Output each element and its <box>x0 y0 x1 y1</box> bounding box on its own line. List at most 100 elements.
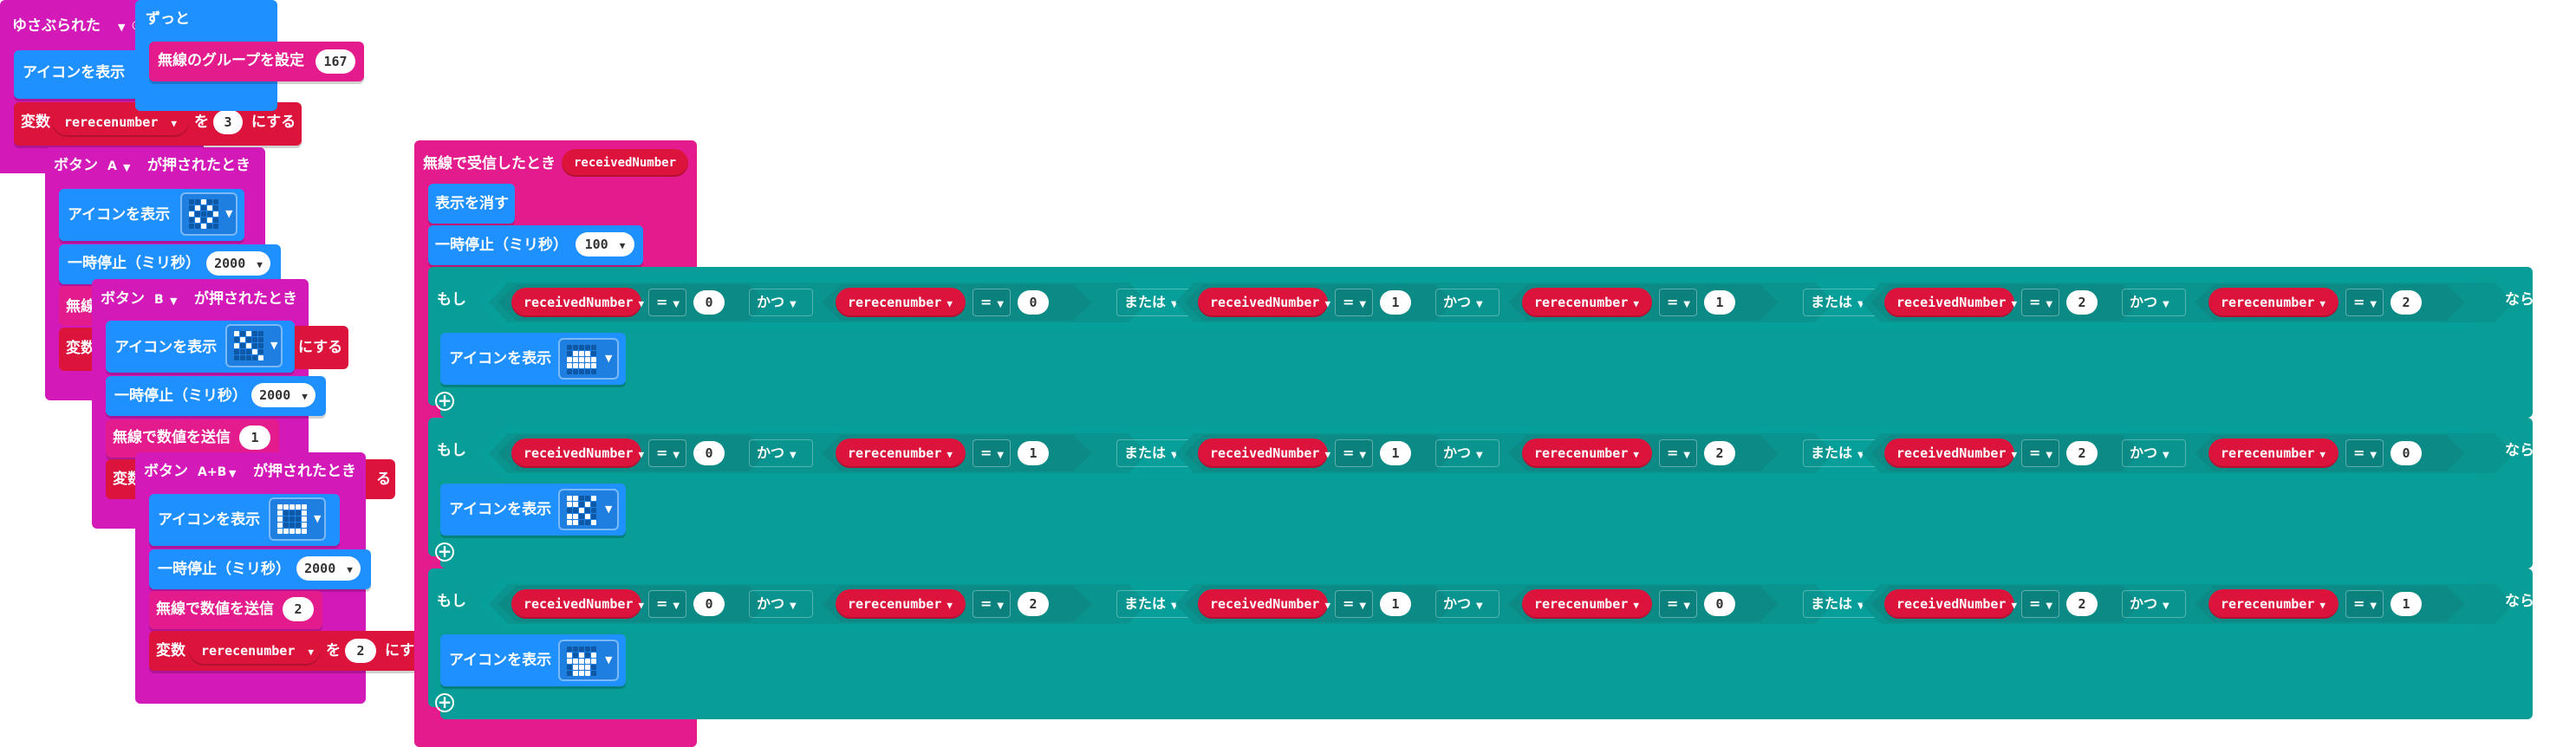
pause-input[interactable]: 2000 ▼ <box>296 556 361 581</box>
and-operator-dropdown[interactable]: かつ ▼ <box>749 590 813 618</box>
radio-group-input[interactable]: 167 <box>315 49 355 74</box>
rock-icon[interactable]: ▼ <box>558 338 619 380</box>
rerecenumber-variable[interactable]: rerecenumber ▼ <box>1522 288 1652 317</box>
and-operator-dropdown[interactable]: かつ ▼ <box>749 439 813 467</box>
number-input[interactable]: 0 <box>693 441 725 465</box>
received-number-variable[interactable]: receivedNumber ▼ <box>1884 288 2017 317</box>
operator-dropdown[interactable]: = ▼ <box>2021 289 2059 316</box>
value-input[interactable]: 2 <box>345 639 376 663</box>
operator-dropdown[interactable]: = ▼ <box>973 439 1011 467</box>
chevron-down-icon[interactable]: ▼ <box>118 22 126 33</box>
number-input[interactable]: 2 <box>2066 441 2098 465</box>
operator-dropdown[interactable]: = ▼ <box>2021 590 2059 618</box>
operator-dropdown[interactable]: = ▼ <box>1335 439 1373 467</box>
number-input[interactable]: 1 <box>1704 290 1735 315</box>
received-number-variable[interactable]: receivedNumber ▼ <box>511 589 644 619</box>
chevron-down-icon[interactable]: ▼ <box>123 162 131 173</box>
and-operator-dropdown[interactable]: かつ ▼ <box>1435 590 1499 618</box>
number-input[interactable]: 1 <box>2391 592 2422 616</box>
number-input[interactable]: 0 <box>693 592 725 616</box>
show-icon-label: アイコンを表示 <box>23 64 126 81</box>
and-operator-dropdown[interactable]: かつ ▼ <box>749 289 813 316</box>
button-b-selector[interactable]: B <box>154 293 164 307</box>
clear-screen-block[interactable] <box>428 184 515 224</box>
operator-dropdown[interactable]: = ▼ <box>1659 590 1697 618</box>
pause-input[interactable]: 2000 ▼ <box>206 251 270 276</box>
received-number-variable[interactable]: receivedNumber ▼ <box>1198 288 1330 317</box>
number-input[interactable]: 2 <box>2391 290 2422 315</box>
number-input[interactable]: 0 <box>1018 290 1049 315</box>
operator-dropdown[interactable]: = ▼ <box>1335 289 1373 316</box>
number-input[interactable]: 2 <box>2066 592 2098 616</box>
button-ab-selector[interactable]: A+B <box>198 465 227 479</box>
chevron-down-icon[interactable]: ▼ <box>229 468 237 479</box>
variable-dropdown[interactable]: rerecenumber ▼ <box>52 107 189 137</box>
rerecenumber-variable[interactable]: rerecenumber ▼ <box>2208 288 2339 317</box>
number-input[interactable]: 1 <box>1380 592 1411 616</box>
send-value-input[interactable]: 2 <box>283 597 314 621</box>
operator-dropdown[interactable]: = ▼ <box>1659 439 1697 467</box>
received-number-variable[interactable]: receivedNumber ▼ <box>511 438 644 468</box>
number-input[interactable]: 2 <box>2066 290 2098 315</box>
button-ab-prefix: ボタン <box>144 463 188 480</box>
operator-dropdown[interactable]: = ▼ <box>1659 289 1697 316</box>
operator-dropdown[interactable]: = ▼ <box>648 439 686 467</box>
and-operator-dropdown[interactable]: かつ ▼ <box>1435 439 1499 467</box>
pause-value: 2000 <box>304 561 336 576</box>
and-operator-dropdown[interactable]: かつ ▼ <box>1435 289 1499 316</box>
add-else-icon[interactable]: + <box>435 392 454 411</box>
paper-icon[interactable]: ▼ <box>558 640 619 681</box>
add-else-icon[interactable]: + <box>435 693 454 712</box>
button-a-selector[interactable]: A <box>107 159 117 173</box>
operator-dropdown[interactable]: = ▼ <box>2021 439 2059 467</box>
square-icon[interactable]: ▼ <box>269 497 326 541</box>
operator-dropdown[interactable]: = ▼ <box>2345 439 2384 467</box>
rerecenumber-variable[interactable]: rerecenumber ▼ <box>2208 589 2339 619</box>
pause-value: 2000 <box>214 256 246 271</box>
radio-set-group-label: 無線のグループを設定 <box>158 52 304 69</box>
pause-input[interactable]: 2000 ▼ <box>251 383 315 407</box>
number-input[interactable]: 2 <box>1704 441 1735 465</box>
number-input[interactable]: 1 <box>1018 441 1049 465</box>
received-number-variable[interactable]: receivedNumber ▼ <box>1198 438 1330 468</box>
variable-dropdown[interactable]: rerecenumber ▼ <box>189 636 321 666</box>
or-operator-dropdown[interactable]: または ▼ <box>1116 439 1194 467</box>
rerecenumber-variable[interactable]: rerecenumber ▼ <box>836 288 966 317</box>
number-input[interactable]: 0 <box>693 290 725 315</box>
number-input[interactable]: 1 <box>1380 441 1411 465</box>
received-number-variable[interactable]: receivedNumber ▼ <box>1884 438 2017 468</box>
set-variable-block-hidden[interactable] <box>286 326 348 369</box>
number-input[interactable]: 2 <box>1018 592 1049 616</box>
rerecenumber-variable[interactable]: rerecenumber ▼ <box>1522 589 1652 619</box>
operator-dropdown[interactable]: = ▼ <box>973 590 1011 618</box>
check-pattern-icon[interactable]: ▼ <box>225 324 283 367</box>
operator-dropdown[interactable]: = ▼ <box>973 289 1011 316</box>
chevron-down-icon[interactable]: ▼ <box>170 296 178 307</box>
and-operator-dropdown[interactable]: かつ ▼ <box>2122 289 2186 316</box>
rerecenumber-variable[interactable]: rerecenumber ▼ <box>2208 438 2339 468</box>
add-else-icon[interactable]: + <box>435 542 454 562</box>
scissors-icon[interactable]: ▼ <box>558 489 619 530</box>
received-number-param[interactable]: receivedNumber <box>562 149 688 177</box>
number-input[interactable]: 1 <box>1380 290 1411 315</box>
received-number-variable[interactable]: receivedNumber ▼ <box>1884 589 2017 619</box>
number-input[interactable]: 0 <box>2391 441 2422 465</box>
and-operator-dropdown[interactable]: かつ ▼ <box>2122 590 2186 618</box>
received-number-variable[interactable]: receivedNumber ▼ <box>511 288 644 317</box>
pause-input[interactable]: 100 ▼ <box>576 232 634 257</box>
rerecenumber-variable[interactable]: rerecenumber ▼ <box>1522 438 1652 468</box>
number-input[interactable]: 0 <box>1704 592 1735 616</box>
operator-dropdown[interactable]: = ▼ <box>648 590 686 618</box>
received-number-variable[interactable]: receivedNumber ▼ <box>1198 589 1330 619</box>
operator-dropdown[interactable]: = ▼ <box>1335 590 1373 618</box>
operator-dropdown[interactable]: = ▼ <box>2345 289 2384 316</box>
diamond-icon[interactable]: ▼ <box>180 192 237 236</box>
operator-dropdown[interactable]: = ▼ <box>648 289 686 316</box>
send-value-input[interactable]: 1 <box>239 425 270 450</box>
or-operator-dropdown[interactable]: または ▼ <box>1803 590 1881 618</box>
operator-dropdown[interactable]: = ▼ <box>2345 590 2384 618</box>
and-operator-dropdown[interactable]: かつ ▼ <box>2122 439 2186 467</box>
value-input[interactable]: 3 <box>213 110 243 134</box>
rerecenumber-variable[interactable]: rerecenumber ▼ <box>836 438 966 468</box>
rerecenumber-variable[interactable]: rerecenumber ▼ <box>836 589 966 619</box>
